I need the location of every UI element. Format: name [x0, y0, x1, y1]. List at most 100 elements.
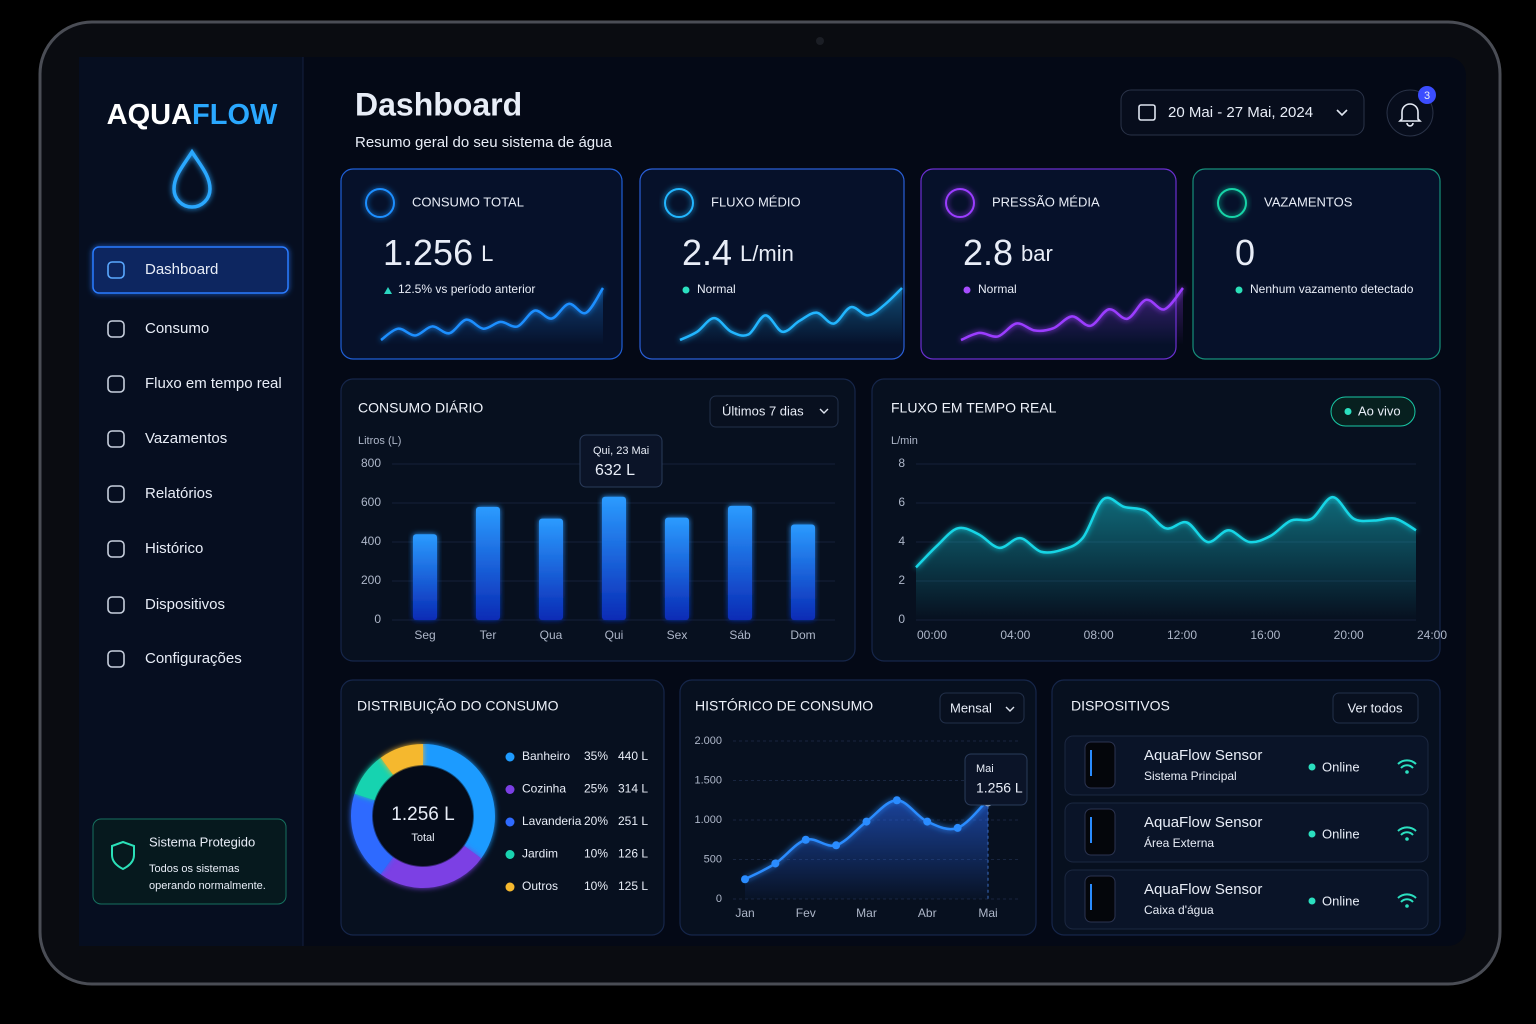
y-tick-label: 600: [361, 495, 381, 509]
kpi-number: 0: [1235, 232, 1255, 273]
filter-select[interactable]: [939, 692, 1025, 724]
legend-percent: 10%: [584, 847, 608, 861]
nav-item[interactable]: Dispositivos: [145, 596, 225, 613]
card: [340, 168, 623, 360]
device-row[interactable]: [1064, 735, 1429, 796]
x-tick-label: 24:00: [1417, 628, 1447, 642]
tooltip: [579, 434, 663, 488]
legend-dot: [505, 785, 515, 794]
bar: [476, 506, 500, 620]
sparkline: [960, 287, 1184, 342]
y-tick-label: 200: [361, 573, 381, 587]
legend-percent: 35%: [584, 749, 608, 763]
date-picker[interactable]: [1120, 89, 1365, 136]
filter-label: Últimos 7 dias: [722, 403, 804, 418]
nav-item[interactable]: Vazamentos: [145, 430, 227, 447]
donut-slice: [351, 793, 394, 875]
x-tick-label: 12:00: [1167, 628, 1197, 642]
nav-icon: [107, 540, 125, 558]
kpi-label: PRESSÃO MÉDIA: [992, 194, 1100, 209]
y-axis-label: Litros (L): [358, 435, 401, 447]
legend-volume: 314 L: [618, 782, 648, 796]
x-tick-label: Mar: [856, 906, 877, 920]
data-point: [771, 859, 780, 868]
device-icon: [1084, 808, 1116, 856]
bar: [791, 524, 815, 620]
bar: [665, 517, 689, 620]
legend-label: Cozinha: [522, 782, 566, 796]
nav-item[interactable]: Dashboard: [145, 261, 218, 278]
data-point: [832, 841, 841, 850]
flow-area: [916, 497, 1416, 620]
calendar-icon: [1138, 104, 1156, 121]
kpi-note: Nenhum vazamento detectado: [1250, 282, 1414, 296]
nav-item[interactable]: Fluxo em tempo real: [145, 375, 282, 392]
kpi-note: Normal: [978, 282, 1017, 296]
nav-icon: [107, 375, 125, 393]
legend-percent: 10%: [584, 879, 608, 893]
kpi-icon: [945, 188, 975, 218]
chevron: [1336, 109, 1348, 117]
device-location: Área Externa: [1144, 835, 1214, 850]
live-badge[interactable]: [1330, 396, 1416, 427]
y-tick-label: 800: [361, 456, 381, 470]
device-row[interactable]: [1064, 869, 1429, 930]
x-tick-label: 04:00: [1000, 628, 1030, 642]
nav-icon: [107, 430, 125, 448]
chart-title: FLUXO EM TEMPO REAL: [891, 400, 1057, 416]
device-status: Online: [1322, 893, 1360, 908]
bar: [602, 496, 626, 620]
x-tick-label: 08:00: [1084, 628, 1114, 642]
device-location: Caixa d'água: [1144, 903, 1214, 917]
chart-title: CONSUMO DIÁRIO: [358, 400, 483, 416]
nav-item[interactable]: Histórico: [145, 540, 203, 557]
nav-item[interactable]: Configurações: [145, 650, 242, 667]
tooltip: [964, 753, 1028, 806]
status-dot: [1235, 286, 1243, 294]
wifi-dot: [1405, 837, 1409, 841]
legend-dot: [505, 882, 515, 892]
donut-slice: [380, 744, 423, 775]
donut-slice: [423, 744, 496, 859]
card: [340, 378, 856, 662]
device-name: AquaFlow Sensor: [1144, 747, 1262, 764]
donut-total-label: Total: [411, 832, 434, 844]
wifi-dot: [1405, 770, 1409, 774]
view-all-label: Ver todos: [1348, 700, 1403, 715]
x-tick-label: Qui: [605, 628, 624, 642]
status-dot: [1308, 897, 1316, 905]
brand-part: FLOW: [192, 99, 278, 131]
nav-item[interactable]: Relatórios: [145, 485, 213, 502]
tooltip-title: Mai: [976, 763, 994, 775]
status-dot: [1308, 830, 1316, 838]
legend-dot: [505, 850, 515, 859]
tooltip-value: 632 L: [595, 462, 635, 479]
kpi-label: CONSUMO TOTAL: [412, 194, 524, 209]
x-tick-label: Ter: [480, 628, 497, 642]
view-all-button[interactable]: [1332, 692, 1419, 724]
date-range: 20 Mai - 27 Mai, 2024: [1168, 104, 1313, 121]
sparkline: [380, 287, 605, 342]
y-axis-label: L/min: [891, 435, 918, 447]
data-point: [801, 835, 810, 844]
device-row[interactable]: [1064, 802, 1429, 863]
brand-part: AQUA: [107, 99, 192, 131]
nav-icon: [107, 650, 125, 668]
filter-label: Mensal: [950, 700, 992, 715]
kpi-note: 12.5% vs período anterior: [398, 282, 535, 296]
x-tick-label: 20:00: [1334, 628, 1364, 642]
status-text: Todos os sistemas: [149, 863, 240, 875]
nav-item[interactable]: Consumo: [145, 320, 209, 337]
kpi-note: Normal: [697, 282, 736, 296]
device-name: AquaFlow Sensor: [1144, 814, 1262, 831]
y-tick-label: 500: [704, 853, 722, 865]
x-tick-label: 00:00: [917, 628, 947, 642]
filter-select[interactable]: [709, 395, 839, 428]
legend-dot: [505, 817, 515, 827]
page-subtitle: Resumo geral do seu sistema de água: [355, 134, 612, 151]
nav-active[interactable]: [92, 246, 289, 294]
legend-percent: 25%: [584, 782, 608, 796]
legend-dot: [505, 752, 515, 762]
device-icon: [1084, 741, 1116, 789]
y-tick-label: 1.500: [694, 774, 722, 786]
